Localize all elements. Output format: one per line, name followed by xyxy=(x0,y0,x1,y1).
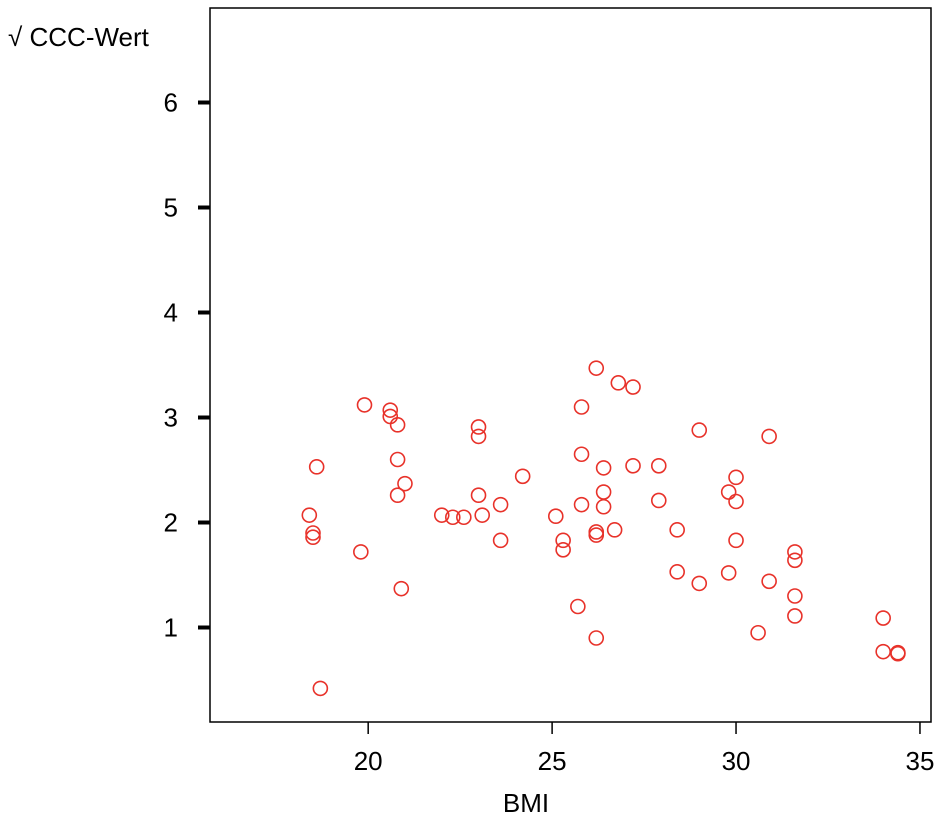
y-tick-label: 4 xyxy=(164,298,178,328)
data-point xyxy=(573,496,590,513)
plot-frame xyxy=(209,7,932,723)
data-point xyxy=(588,630,605,646)
data-point xyxy=(301,507,318,523)
data-point xyxy=(728,532,744,549)
data-point xyxy=(456,509,472,526)
data-point xyxy=(573,399,590,415)
data-point xyxy=(669,522,685,538)
data-point xyxy=(720,565,737,581)
data-point xyxy=(308,459,325,475)
data-point xyxy=(625,457,641,474)
data-point xyxy=(470,419,487,435)
y-tick-label: 5 xyxy=(164,193,178,223)
data-point xyxy=(305,529,321,546)
data-point xyxy=(787,588,803,604)
data-point xyxy=(305,525,321,541)
data-point xyxy=(588,527,605,543)
x-tick-label: 25 xyxy=(538,746,567,776)
data-point xyxy=(444,509,461,526)
data-point xyxy=(669,564,685,580)
data-point xyxy=(312,680,329,697)
data-point xyxy=(353,544,369,560)
data-point xyxy=(547,508,564,525)
data-point xyxy=(761,428,777,445)
data-point xyxy=(610,375,627,391)
x-tick-label: 30 xyxy=(722,746,751,776)
data-point xyxy=(787,552,803,569)
data-point xyxy=(595,498,612,515)
data-point xyxy=(555,532,571,549)
data-point xyxy=(470,487,487,504)
data-point xyxy=(728,493,744,510)
data-point xyxy=(761,573,777,590)
data-point xyxy=(595,460,612,476)
x-axis: 20 25 30 35 xyxy=(354,722,935,776)
data-point xyxy=(890,645,906,662)
data-point xyxy=(625,379,641,395)
data-point xyxy=(787,608,803,624)
data-point xyxy=(588,524,605,540)
data-point xyxy=(389,487,406,504)
y-tick-label: 6 xyxy=(164,88,178,118)
data-point xyxy=(514,468,531,485)
y-axis-title: √ CCC-Wert xyxy=(8,22,150,52)
data-point xyxy=(787,544,803,560)
data-point xyxy=(474,507,491,523)
data-point xyxy=(875,643,891,660)
data-point xyxy=(728,469,744,486)
data-point xyxy=(750,624,766,641)
data-point xyxy=(588,360,605,376)
data-point xyxy=(492,496,509,513)
data-point xyxy=(393,580,410,597)
data-point xyxy=(397,475,413,492)
y-tick-label: 1 xyxy=(164,613,178,643)
data-point xyxy=(570,598,586,615)
x-axis-title: BMI xyxy=(503,788,549,818)
data-point xyxy=(492,532,509,549)
data-point xyxy=(555,541,571,558)
data-points xyxy=(301,360,906,697)
y-axis: 1 2 3 4 5 6 xyxy=(164,88,210,643)
data-point xyxy=(606,522,623,538)
data-point xyxy=(650,457,667,474)
data-point xyxy=(720,484,737,500)
data-point xyxy=(650,492,667,509)
x-tick-label: 20 xyxy=(354,746,383,776)
data-point xyxy=(573,446,590,463)
data-point xyxy=(875,610,891,626)
data-point xyxy=(382,402,399,418)
data-point xyxy=(356,397,373,413)
data-point xyxy=(691,575,708,592)
data-point xyxy=(470,428,487,445)
y-tick-label: 2 xyxy=(164,508,178,538)
data-point xyxy=(433,507,450,523)
data-point xyxy=(595,484,612,500)
y-tick-label: 3 xyxy=(164,403,178,433)
data-point xyxy=(389,451,406,468)
data-point xyxy=(691,422,708,438)
data-point xyxy=(389,417,406,433)
x-tick-label: 35 xyxy=(906,746,935,776)
